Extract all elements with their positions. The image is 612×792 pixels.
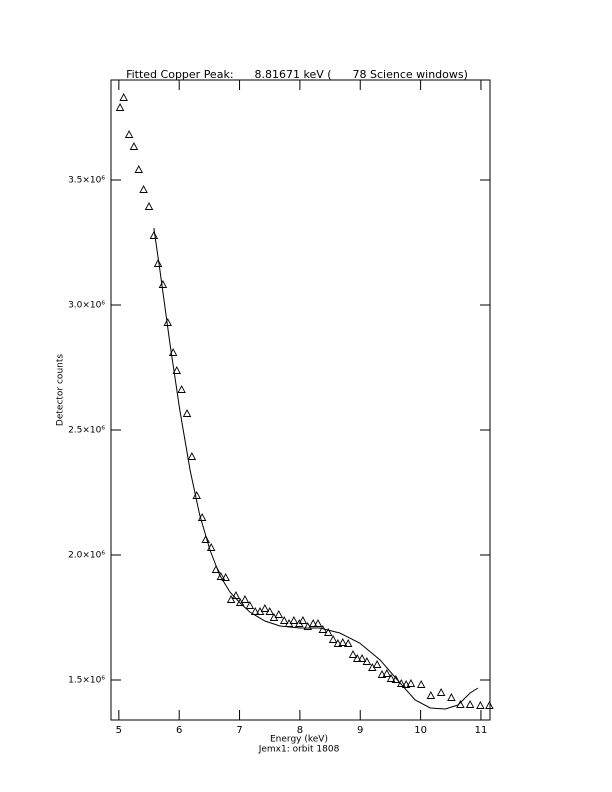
data-point [124, 130, 134, 138]
data-point [386, 674, 396, 682]
plot-frame [110, 79, 491, 721]
data-point [192, 491, 201, 499]
x-tick-label: 10 [414, 725, 427, 736]
data-point [476, 701, 485, 709]
y-tick-label: 2.0×10⁶ [68, 551, 105, 561]
x-tick-label: 7 [236, 725, 242, 736]
data-point [226, 595, 236, 603]
data-point [129, 142, 139, 150]
subtitle: Jemx1: orbit 1808 [258, 745, 340, 755]
data-point [149, 231, 159, 239]
data-point [250, 607, 260, 615]
data-point [324, 628, 333, 636]
data-point [333, 639, 343, 647]
x-tick-label: 8 [297, 725, 303, 736]
data-point [119, 93, 128, 101]
data-point [348, 650, 358, 658]
x-tick-label: 11 [475, 725, 488, 736]
x-tick-label: 6 [176, 725, 182, 736]
data-point [416, 680, 426, 688]
data-point [436, 688, 446, 696]
y-tick-label: 2.5×10⁶ [68, 426, 105, 436]
fit-line [153, 227, 479, 710]
data-point [357, 654, 367, 662]
data-point [216, 572, 226, 580]
data-point [177, 385, 186, 393]
x-axis-label: Energy (keV) [270, 735, 328, 745]
y-tick-label: 3.0×10⁶ [68, 301, 105, 311]
data-point [308, 619, 318, 627]
data-point [115, 103, 125, 111]
x-tick-label: 5 [116, 725, 122, 736]
data-point [245, 601, 255, 609]
y-tick-label: 1.5×10⁶ [68, 676, 105, 686]
data-point [447, 693, 456, 701]
data-point [465, 700, 475, 708]
data-point [352, 654, 362, 662]
data-point [153, 259, 163, 267]
data-point [201, 535, 211, 543]
data-point [391, 675, 401, 683]
data-point [406, 679, 416, 687]
data-point [343, 639, 353, 647]
data-point [158, 280, 168, 288]
data-point [274, 610, 284, 618]
data-point [144, 202, 154, 210]
data-point [139, 185, 148, 193]
data-point [182, 409, 192, 417]
data-point [187, 452, 197, 460]
data-point [338, 638, 347, 646]
data-point [134, 165, 144, 173]
data-point [397, 679, 406, 687]
chart-title: Fitted Copper Peak: 8.81671 keV ( 78 Sci… [126, 68, 468, 81]
y-axis-label: Detector counts [56, 354, 66, 426]
data-point [265, 607, 274, 615]
data-point [377, 670, 387, 678]
data-point [240, 595, 250, 603]
data-point [485, 701, 494, 709]
data-point [289, 616, 299, 624]
data-point [372, 660, 382, 668]
data-point [313, 619, 323, 627]
data-point [328, 635, 338, 643]
data-point [172, 366, 182, 374]
data-point [260, 604, 270, 612]
x-tick-label: 9 [357, 725, 363, 736]
data-point [382, 669, 392, 677]
y-tick-label: 3.5×10⁶ [68, 176, 105, 186]
data-point [279, 616, 289, 624]
data-point [221, 573, 230, 581]
data-point [401, 680, 411, 688]
data-point [426, 691, 436, 699]
data-point [362, 657, 372, 665]
data-point [298, 616, 308, 624]
